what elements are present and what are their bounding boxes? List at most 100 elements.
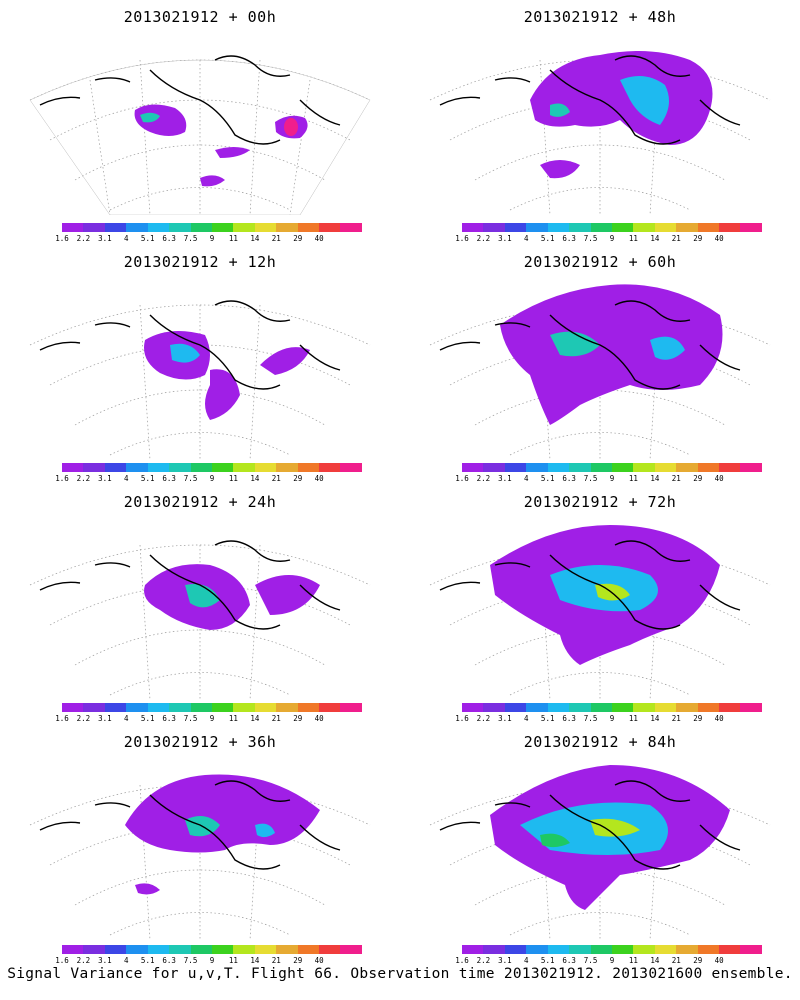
colorbar-tick-label: 2.2 [476, 474, 491, 483]
colorbar-swatches [62, 945, 362, 954]
colorbar-tick-label: 9 [209, 474, 215, 483]
colorbar-tick-label: 11 [228, 474, 238, 483]
colorbar-tick-label: 14 [250, 956, 260, 965]
colorbar-swatch [319, 945, 341, 954]
panel-title: 2013021912 + 60h [523, 253, 677, 271]
colorbar-swatch [340, 945, 362, 954]
variance-map [29, 774, 371, 940]
colorbar-tick-label: 3.1 [498, 474, 512, 483]
colorbar-swatch [62, 703, 84, 712]
colorbar-tick-label: 14 [650, 956, 660, 965]
colorbar-swatch [526, 463, 548, 472]
colorbar-tick-label: 2.2 [476, 234, 491, 243]
colorbar-swatch [590, 223, 612, 232]
colorbar-swatch [611, 945, 634, 954]
colorbar-tick-label: 3.1 [98, 234, 112, 243]
colorbar-swatch [83, 945, 105, 954]
colorbar-swatch [254, 223, 277, 232]
colorbar-swatch [104, 945, 127, 954]
colorbar-swatch [504, 223, 527, 232]
colorbar-tick-label: 29 [293, 474, 303, 483]
colorbar-swatch [297, 223, 320, 232]
colorbar-tick-label: 14 [650, 234, 660, 243]
colorbar-tick-label: 6.3 [562, 234, 576, 243]
map-panel-72h: 2013021912 + 72h 1.6 2.2 3.1 4 5.1 6.3 7.5 9 11 1… [400, 485, 800, 730]
colorbar-swatch [504, 463, 527, 472]
panel-title: 2013021912 + 24h [123, 493, 277, 511]
colorbar-swatch [547, 223, 570, 232]
variance-map [29, 540, 371, 700]
colorbar: 1.6 2.2 3.1 4 5.1 6.3 7.5 9 11 14 21 29 40 [55, 945, 362, 973]
colorbar-swatch [654, 703, 677, 712]
colorbar-swatches [462, 463, 762, 472]
colorbar-tick-label: 14 [650, 474, 660, 483]
colorbar-swatches [62, 463, 362, 472]
colorbar-swatch [504, 703, 527, 712]
colorbar-tick-label: 6.3 [562, 474, 576, 483]
colorbar-swatch [719, 945, 741, 954]
map-panel-12h: 2013021912 + 12h 1.6 2.2 3.1 4 5.1 6.3 7.5 9 11 1… [0, 245, 400, 490]
colorbar-swatch [297, 703, 320, 712]
colorbar-tick-label: 29 [293, 234, 303, 243]
variance-map [29, 300, 371, 460]
colorbar-tick-label: 2.2 [76, 474, 91, 483]
panel-title: 2013021912 + 00h [123, 8, 277, 26]
colorbar-swatch [297, 945, 320, 954]
panel-title: 2013021912 + 48h [523, 8, 677, 26]
colorbar-swatch [462, 223, 484, 232]
colorbar-ticks: 1.6 2.2 3.1 4 5.1 6.3 7.5 9 11 14 21 29 40 [455, 472, 762, 484]
colorbar-tick-label: 5.1 [540, 956, 555, 965]
colorbar-tick-label: 6.3 [562, 714, 576, 723]
colorbar-swatch [147, 945, 170, 954]
colorbar-ticks: 1.6 2.2 3.1 4 5.1 6.3 7.5 9 11 14 21 29 40 [55, 712, 362, 724]
map-panel-00h: 2013021912 + 00h 1.6 2.2 3.1 4 5.1 6.3 7.5 9 11 1… [0, 0, 400, 245]
colorbar-swatch [126, 703, 148, 712]
colorbar-swatch [169, 703, 191, 712]
colorbar-tick-label: 1.6 [55, 956, 69, 965]
colorbar-swatch [190, 703, 212, 712]
colorbar-swatch [697, 703, 720, 712]
colorbar-swatch [526, 945, 548, 954]
colorbar-swatch [211, 703, 234, 712]
colorbar-swatch [340, 703, 362, 712]
colorbar-swatch [147, 703, 170, 712]
colorbar-swatch [340, 463, 362, 472]
colorbar-tick-label: 2.2 [76, 956, 91, 965]
colorbar: 1.6 2.2 3.1 4 5.1 6.3 7.5 9 11 14 21 29 40 [55, 223, 362, 251]
colorbar-swatch [211, 945, 234, 954]
colorbar-tick-label: 21 [271, 234, 281, 243]
colorbar-swatch [590, 945, 612, 954]
colorbar-swatch [676, 463, 698, 472]
colorbar-swatch [654, 463, 677, 472]
colorbar-tick-label: 4 [124, 474, 129, 483]
colorbar-swatch [233, 703, 255, 712]
colorbar-swatches [62, 703, 362, 712]
colorbar-swatches [462, 703, 762, 712]
colorbar-swatch [276, 945, 298, 954]
colorbar-tick-label: 11 [628, 234, 638, 243]
colorbar-tick-label: 1.6 [455, 234, 469, 243]
colorbar-swatch [254, 463, 277, 472]
colorbar-tick-label: 6.3 [162, 956, 176, 965]
colorbar-swatch [340, 223, 362, 232]
panel-title: 2013021912 + 12h [123, 253, 277, 271]
colorbar: 1.6 2.2 3.1 4 5.1 6.3 7.5 9 11 14 21 29 40 [55, 463, 362, 491]
colorbar-swatch [104, 703, 127, 712]
colorbar-swatch [297, 463, 320, 472]
colorbar-swatch [654, 945, 677, 954]
colorbar-tick-label: 14 [250, 714, 260, 723]
colorbar-swatch [233, 223, 255, 232]
colorbar-swatches [62, 223, 362, 232]
colorbar-tick-label: 11 [628, 714, 638, 723]
colorbar: 1.6 2.2 3.1 4 5.1 6.3 7.5 9 11 14 21 29 40 [455, 703, 762, 731]
colorbar-swatch [547, 945, 570, 954]
colorbar-swatch [62, 945, 84, 954]
colorbar-swatch [462, 463, 484, 472]
colorbar-tick-label: 40 [714, 714, 724, 723]
colorbar-tick-label: 3.1 [98, 474, 112, 483]
colorbar-tick-label: 4 [124, 234, 129, 243]
colorbar-tick-label: 7.5 [183, 956, 198, 965]
colorbar-swatch [483, 703, 505, 712]
colorbar-swatch [126, 223, 148, 232]
colorbar-swatch [169, 223, 191, 232]
